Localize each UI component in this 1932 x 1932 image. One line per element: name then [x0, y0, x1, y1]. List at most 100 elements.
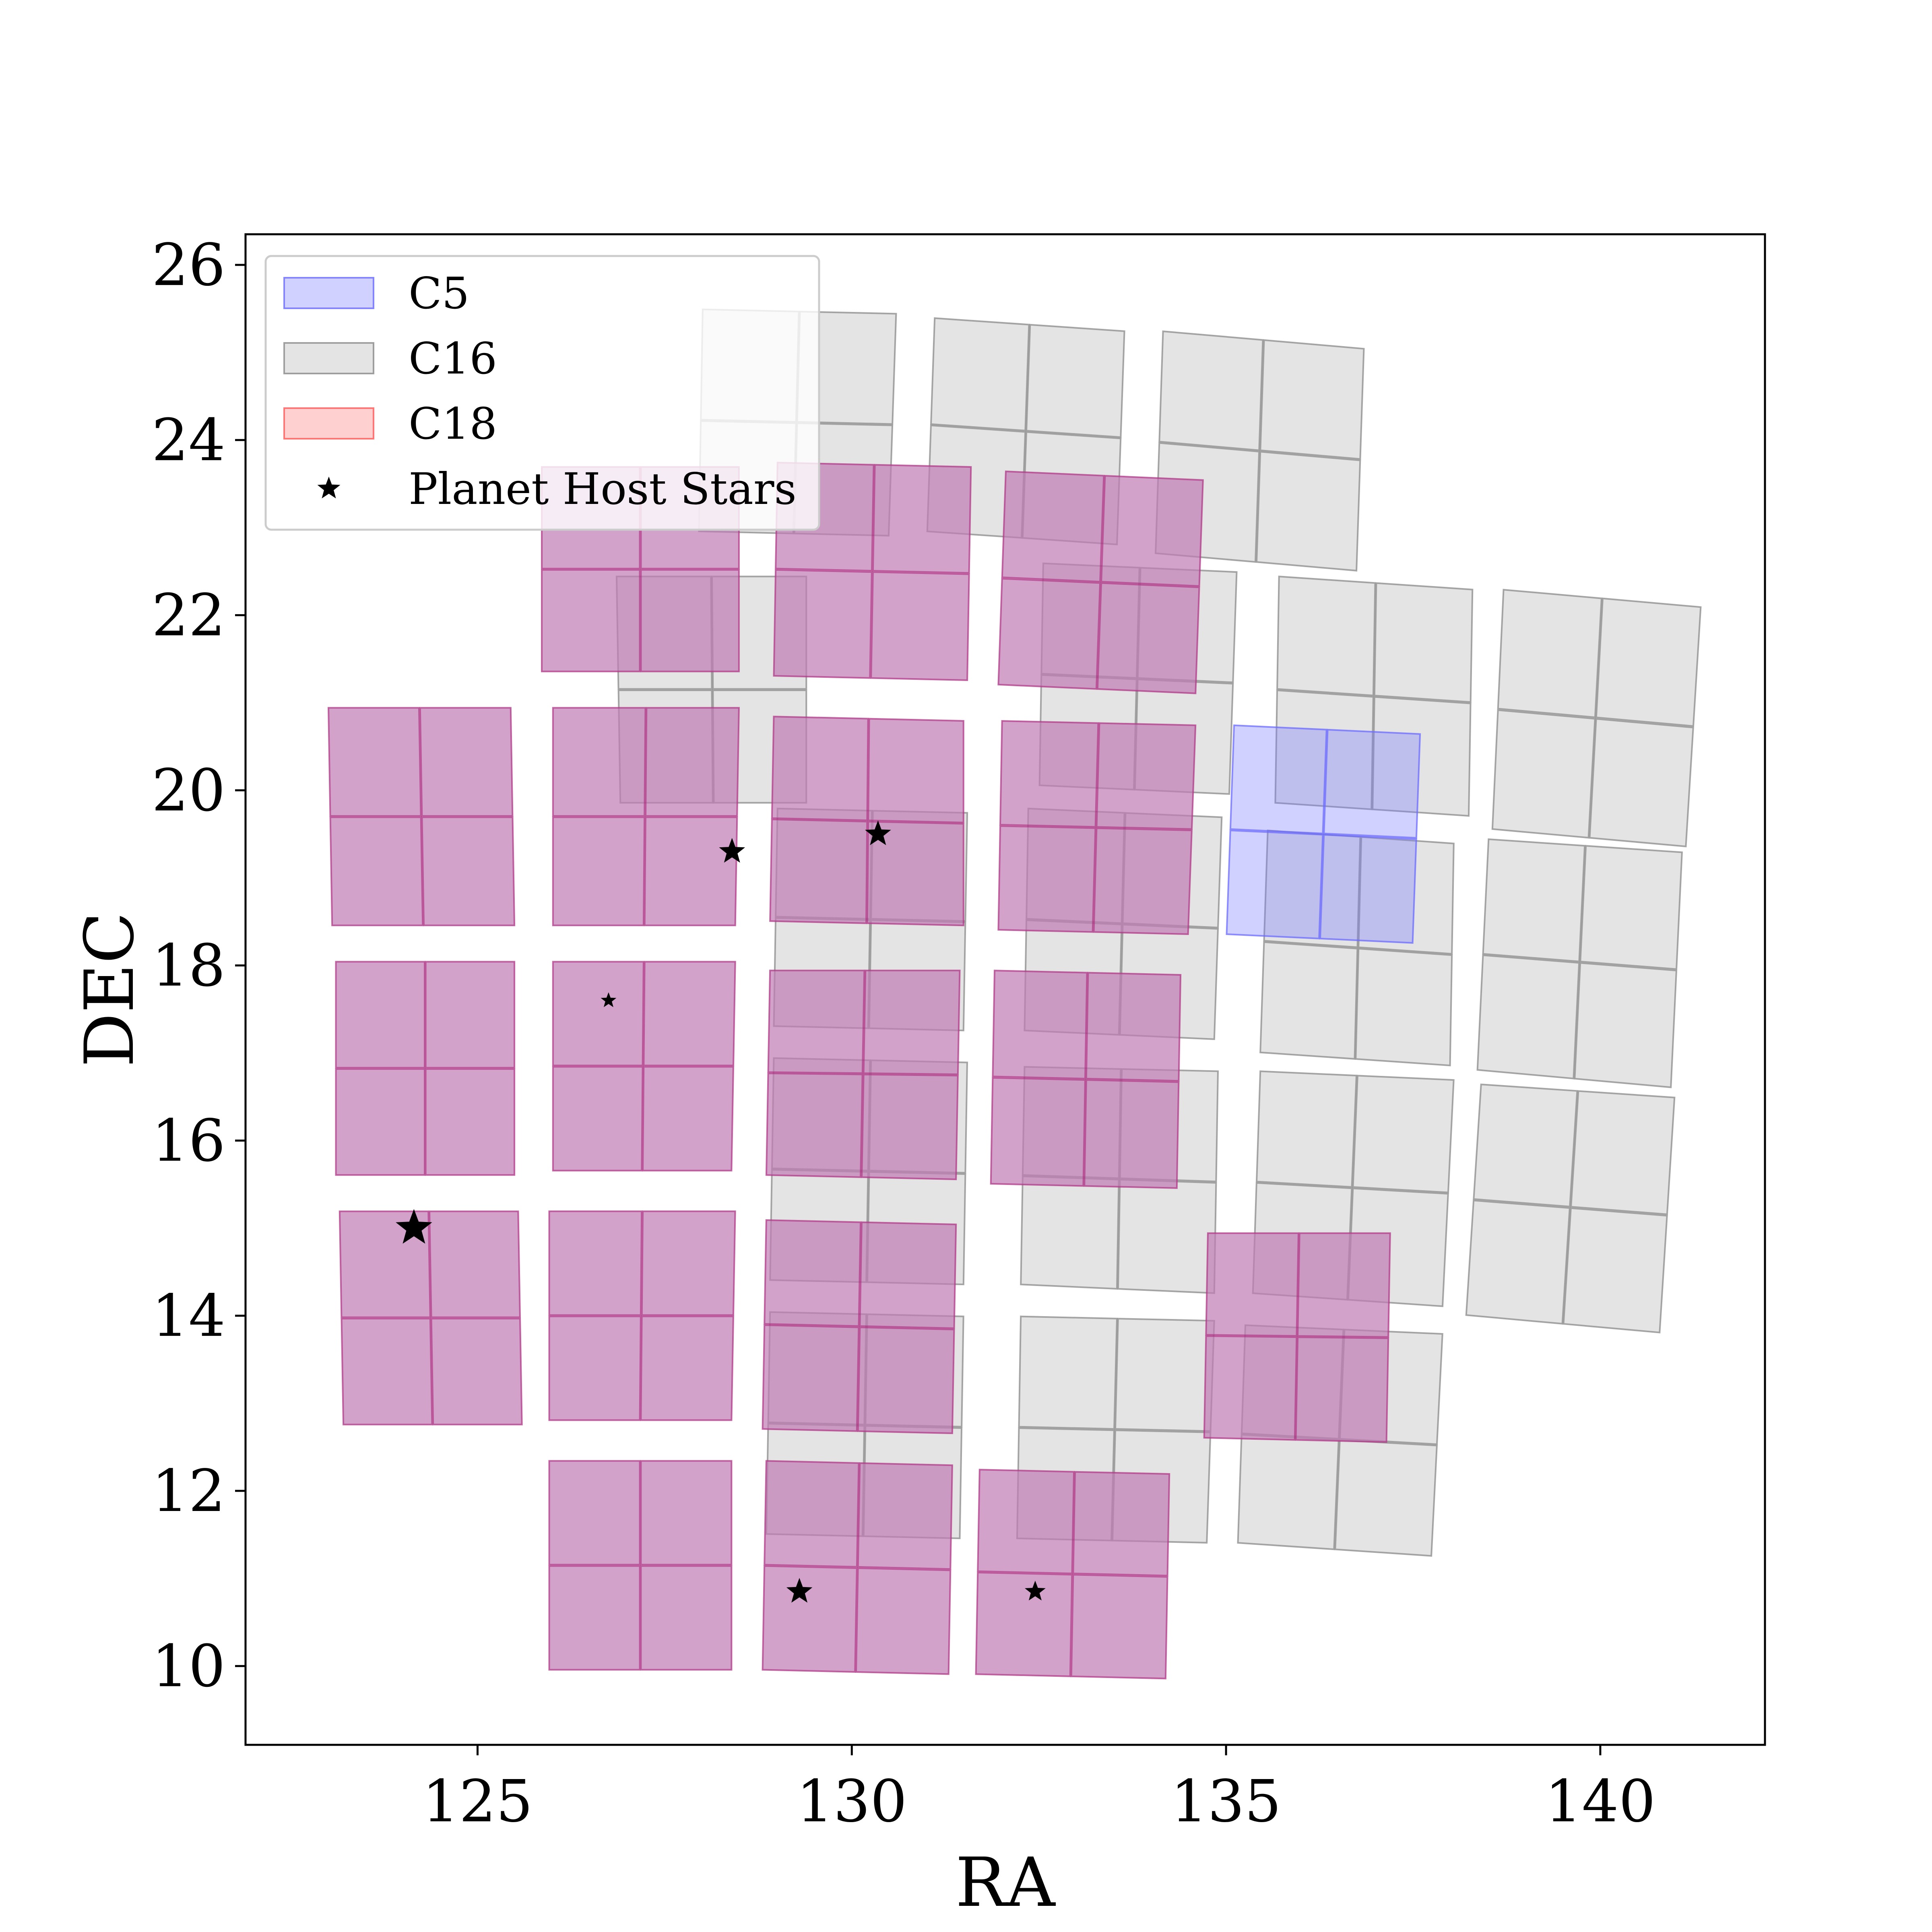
footprint-ccd [855, 1567, 952, 1675]
footprint-ccd [990, 1077, 1086, 1187]
legend-entry: C5 [283, 268, 469, 319]
footprint-ccd [1226, 830, 1324, 939]
footprint-module-c5 [1226, 724, 1421, 944]
footprint-ccd [1297, 1232, 1391, 1338]
footprint-ccd [1205, 1232, 1300, 1337]
legend-entry: C18 [283, 399, 497, 449]
footprint-ccd [1595, 597, 1702, 727]
footprint-ccd [771, 716, 869, 822]
footprint-ccd [1358, 836, 1455, 955]
y-tick-label: 12 [152, 1457, 225, 1525]
footprint-ccd [859, 1221, 957, 1329]
footprint-ccd [1295, 1336, 1389, 1443]
footprint-ccd [1114, 1318, 1215, 1432]
footprint-ccd [1070, 1574, 1168, 1680]
y-tick-label: 20 [152, 757, 225, 824]
x-axis-ticks: 125 130 135 140 [422, 1745, 1655, 1835]
footprint-ccd [640, 569, 740, 673]
campaign-footprints [327, 308, 1702, 1680]
footprint-ccd [992, 970, 1088, 1080]
footprint-module-c16 [1465, 1084, 1676, 1333]
footprint-ccd [1465, 1199, 1571, 1325]
footprint-ccd [329, 816, 424, 927]
footprint-ccd [552, 816, 646, 927]
footprint-ccd [1072, 1471, 1170, 1577]
footprint-module-c18 [552, 961, 736, 1172]
footprint-module-c18 [765, 970, 961, 1181]
footprint-ccd [1482, 838, 1586, 962]
footprint-ccd [1579, 845, 1683, 970]
footprint-ccd [548, 1460, 641, 1566]
footprint-ccd [1237, 1434, 1340, 1550]
footprint-ccd [1020, 1175, 1120, 1290]
planet-host-star [396, 1209, 432, 1244]
footprint-ccd [997, 578, 1101, 690]
footprint-ccd [643, 961, 736, 1067]
footprint-ccd [767, 970, 865, 1074]
footprint-ccd [548, 1565, 641, 1671]
footprint-ccd [861, 1073, 959, 1181]
footprint-module-c18 [769, 716, 964, 927]
footprint-ccd [1570, 1090, 1676, 1216]
footprint-module-c16 [1259, 830, 1455, 1067]
footprint-ccd [863, 970, 961, 1075]
footprint-ccd [1158, 330, 1264, 451]
footprint-ccd [552, 707, 646, 817]
legend: C5 C16 C18 Planet Host Stars [264, 255, 820, 531]
y-tick-label: 18 [152, 932, 225, 999]
planet-host-star [786, 1578, 813, 1603]
footprint-ccd [552, 961, 644, 1067]
footprint-ccd [1117, 1179, 1217, 1294]
footprint-ccd [1229, 724, 1327, 834]
footprint-ccd [335, 961, 425, 1069]
footprint-ccd [335, 1068, 425, 1176]
footprint-ccd [421, 816, 516, 927]
x-axis-label: RA [956, 1843, 1056, 1922]
campaign-c5 [1226, 724, 1421, 944]
legend-label: C16 [409, 334, 497, 384]
planet-host-star [1025, 1581, 1046, 1601]
footprint-module-c18 [339, 1210, 523, 1426]
footprint-ccd [419, 707, 514, 817]
legend-label: Planet Host Stars [409, 464, 797, 514]
footprint-ccd [762, 1565, 858, 1673]
legend-entry: C16 [283, 334, 497, 384]
footprint-ccd [1085, 972, 1182, 1082]
footprint-ccd [870, 571, 970, 681]
footprint-ccd [644, 707, 740, 817]
footprint-ccd [867, 718, 964, 824]
footprint-ccd [1259, 941, 1358, 1060]
footprint-ccd [425, 961, 516, 1069]
footprint-module-c18 [335, 961, 516, 1176]
footprint-ccd [764, 1460, 860, 1568]
y-tick-label: 24 [152, 406, 225, 474]
footprint-ccd [1319, 834, 1417, 944]
footprint-ccd [769, 818, 868, 924]
footprint-ccd [644, 816, 738, 927]
footprint-ccd [425, 1068, 516, 1176]
legend-entry: Planet Host Stars [317, 464, 797, 514]
footprint-ccd [764, 1219, 862, 1327]
planet-host-star [719, 838, 745, 863]
footprint-ccd [1574, 962, 1678, 1088]
footprint-ccd [1355, 947, 1453, 1067]
footprint-module-c16 [1491, 588, 1702, 848]
footprint-ccd [430, 1318, 523, 1426]
footprint-ccd [641, 1210, 736, 1316]
footprint-ccd [327, 707, 422, 817]
footprint-ccd [428, 1210, 521, 1318]
x-tick-label: 125 [422, 1767, 533, 1835]
legend-entries: C5 C16 C18 Planet Host Stars [283, 268, 797, 514]
footprint-ccd [977, 1469, 1075, 1575]
plot-frame [244, 233, 1766, 1746]
legend-swatch [283, 277, 374, 309]
legend-star-marker [317, 477, 341, 499]
footprint-module-c16 [1274, 576, 1474, 817]
legend-swatch [283, 407, 374, 440]
footprint-ccd [975, 1571, 1073, 1677]
footprint-ccd [1018, 1315, 1118, 1430]
footprint-ccd [1100, 475, 1204, 587]
planet-host-star-markers [396, 820, 1046, 1603]
legend-label: C18 [409, 399, 497, 449]
